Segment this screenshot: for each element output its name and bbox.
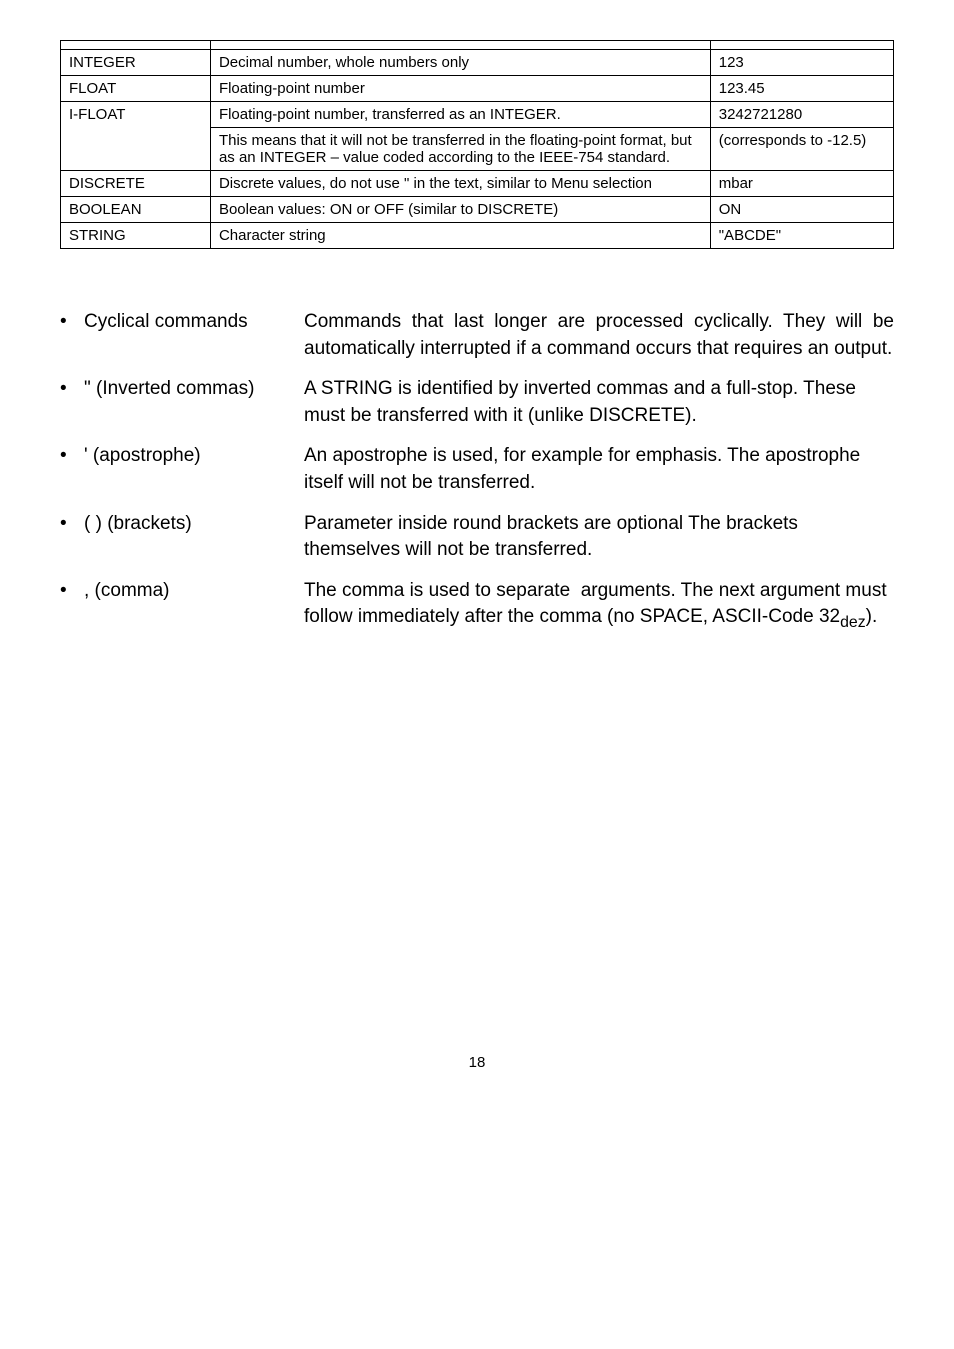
example-cell: "ABCDE" xyxy=(710,223,893,249)
desc-cell: Decimal number, whole numbers only xyxy=(210,50,710,76)
header-cell xyxy=(210,41,710,50)
table-row: DISCRETE Discrete values, do not use " i… xyxy=(61,171,894,197)
table-row: BOOLEAN Boolean values: ON or OFF (simil… xyxy=(61,197,894,223)
example-cell: (corresponds to -12.5) xyxy=(710,128,893,171)
list-item: • Cyclical commands Commands that last l… xyxy=(60,309,894,362)
table-row: STRING Character string "ABCDE" xyxy=(61,223,894,249)
list-item: • , (comma) The comma is used to separat… xyxy=(60,578,894,635)
item-label: ( ) (brackets) xyxy=(84,511,304,538)
bullet-icon: • xyxy=(60,443,84,470)
item-label: " (Inverted commas) xyxy=(84,376,304,403)
type-cell: I-FLOAT xyxy=(61,102,211,171)
page-number: 18 xyxy=(60,1054,894,1071)
item-desc: A STRING is identified by inverted comma… xyxy=(304,376,894,429)
desc-cell: Discrete values, do not use " in the tex… xyxy=(210,171,710,197)
item-desc: Commands that last longer are processed … xyxy=(304,309,894,362)
bullet-icon: • xyxy=(60,309,84,336)
list-item: • " (Inverted commas) A STRING is identi… xyxy=(60,376,894,429)
notation-list: • Cyclical commands Commands that last l… xyxy=(60,309,894,634)
type-cell: DISCRETE xyxy=(61,171,211,197)
item-desc: An apostrophe is used, for example for e… xyxy=(304,443,894,496)
item-label: Cyclical commands xyxy=(84,309,304,336)
example-cell: 123 xyxy=(710,50,893,76)
desc-cell: This means that it will not be transferr… xyxy=(210,128,710,171)
header-cell xyxy=(61,41,211,50)
bullet-icon: • xyxy=(60,511,84,538)
data-types-table: INTEGER Decimal number, whole numbers on… xyxy=(60,40,894,249)
type-cell: STRING xyxy=(61,223,211,249)
type-cell: BOOLEAN xyxy=(61,197,211,223)
desc-cell: Character string xyxy=(210,223,710,249)
item-label: , (comma) xyxy=(84,578,304,605)
type-cell: INTEGER xyxy=(61,50,211,76)
example-cell: ON xyxy=(710,197,893,223)
table-header-row xyxy=(61,41,894,50)
desc-cell: Boolean values: ON or OFF (similar to DI… xyxy=(210,197,710,223)
bullet-icon: • xyxy=(60,578,84,605)
example-cell: 123.45 xyxy=(710,76,893,102)
header-cell xyxy=(710,41,893,50)
example-cell: mbar xyxy=(710,171,893,197)
type-cell: FLOAT xyxy=(61,76,211,102)
table-row: INTEGER Decimal number, whole numbers on… xyxy=(61,50,894,76)
item-label: ' (apostrophe) xyxy=(84,443,304,470)
table-row: I-FLOAT Floating-point number, transferr… xyxy=(61,102,894,128)
table-row: FLOAT Floating-point number 123.45 xyxy=(61,76,894,102)
item-desc: Parameter inside round brackets are opti… xyxy=(304,511,894,564)
bullet-icon: • xyxy=(60,376,84,403)
list-item: • ' (apostrophe) An apostrophe is used, … xyxy=(60,443,894,496)
item-desc: The comma is used to separate arguments.… xyxy=(304,578,894,635)
example-cell: 3242721280 xyxy=(710,102,893,128)
desc-cell: Floating-point number, transferred as an… xyxy=(210,102,710,128)
desc-cell: Floating-point number xyxy=(210,76,710,102)
list-item: • ( ) (brackets) Parameter inside round … xyxy=(60,511,894,564)
